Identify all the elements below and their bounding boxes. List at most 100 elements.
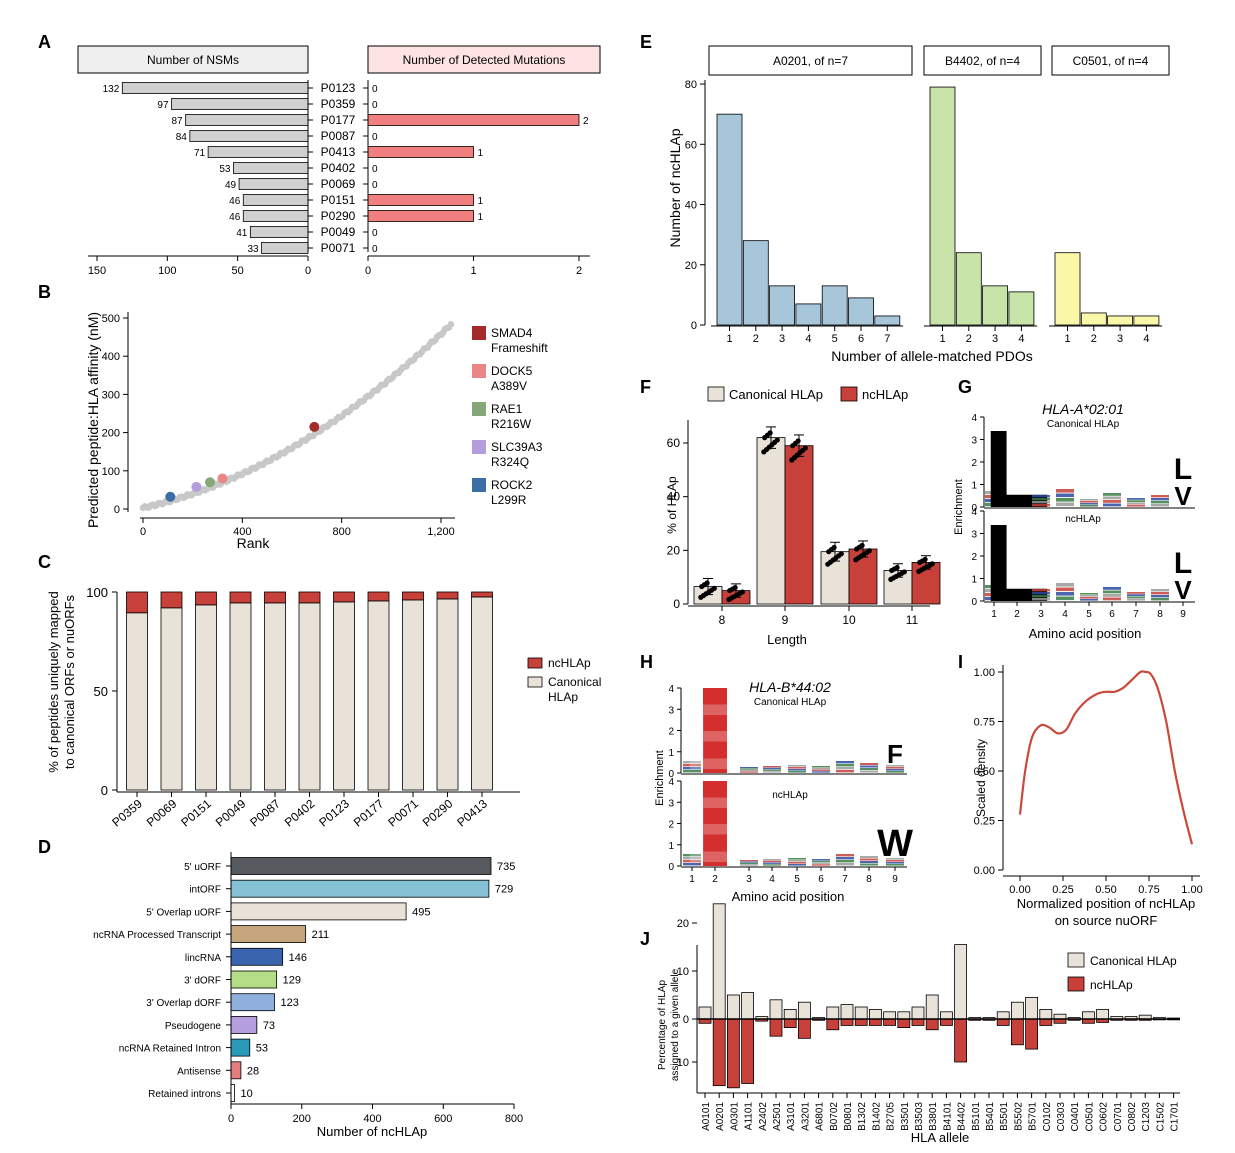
c-plot: P0359P0069P0151P0049P0087P0402P0123P0177… [86, 585, 520, 830]
a-mutation-bar [367, 210, 474, 222]
d-bar [230, 1016, 258, 1034]
h-top-logo-block [683, 767, 701, 770]
f-ytick-label: 0 [673, 597, 680, 611]
panel-c: P0359P0069P0151P0049P0087P0402P0123P0177… [46, 585, 601, 830]
a-mutation-value: 1 [478, 196, 484, 207]
j-canonical-bar [783, 1009, 797, 1020]
j-nc-bar [1025, 1018, 1038, 1050]
panel-letter-b: B [38, 282, 51, 302]
j-xtick-label: B3801 [928, 1102, 939, 1131]
h-bottom-ytick-label: 0 [668, 862, 674, 873]
f-ytick-label: 20 [667, 543, 681, 557]
g-top-logo-block [1080, 499, 1098, 501]
panel-letter-j: J [640, 929, 650, 949]
e-bar [874, 315, 901, 326]
e-xlabel: Number of allele-matched PDOs [831, 348, 1033, 364]
a-left-xtick-label: 0 [305, 265, 311, 277]
g-top-logo-block [1056, 489, 1074, 493]
b-point [447, 321, 455, 328]
d-value-label: 146 [289, 952, 307, 964]
c-xtick-label: P0413 [454, 796, 490, 829]
c-legend-nc: ncHLAp [548, 656, 591, 670]
a-pdo-label: P0049 [321, 225, 356, 239]
j-ytick-label: 20 [677, 918, 689, 930]
a-mutation-value: 0 [372, 180, 378, 191]
h-bottom-logo-block [763, 862, 781, 864]
f-dot [739, 589, 745, 595]
j-legend-nc: ncHLAp [1090, 978, 1133, 992]
i-plot: 0.00 0.00 0.25 0.25 0.50 0.50 0.75 0.75 1.00 1.00 [974, 665, 1203, 896]
b-legend-gene: RAE1 [491, 402, 523, 416]
j-xtick-label: C0401 [1070, 1102, 1081, 1132]
f-nc-bar [848, 548, 878, 605]
a-nsm-bar [242, 210, 309, 222]
c-nc-bar [298, 591, 321, 604]
g-top-logo-block [985, 499, 1003, 503]
panel-i: 0.00 0.00 0.25 0.25 0.50 0.50 0.75 0.75 1.00 1.00… [974, 665, 1203, 928]
h-bottom-ytick-label: 1 [668, 841, 674, 852]
h-top-logo-block [788, 767, 806, 769]
a-mutation-value: 0 [372, 84, 378, 95]
h-top-logo-block [740, 771, 758, 773]
g-bottom-xtick-label: 3 [1038, 609, 1044, 620]
c-nc-bar [195, 591, 217, 606]
g-top-ytick-label: 4 [971, 413, 977, 424]
b-highlight-point [191, 481, 202, 492]
e-ytick-label: 80 [685, 79, 697, 91]
g-subtitle-nc: ncHLAp [1065, 514, 1101, 525]
d-xtick-label: 400 [363, 1113, 381, 1125]
g-ylabel: Enrichment [953, 479, 965, 535]
panel-g: HLA-A*02:01 Canonical HLAp ncHLAp Enrich… [953, 401, 1195, 641]
j-xlabel: HLA allele [911, 1130, 970, 1145]
a-nsm-value: 53 [219, 164, 231, 175]
j-legend-swatch-nc [1067, 976, 1085, 992]
e-xtick-label: 1 [1064, 333, 1070, 345]
b-ytick-label: 0 [114, 504, 120, 516]
h-bottom-logo-block [860, 863, 878, 866]
g-bottom-logo-block [985, 585, 1003, 589]
i-xtick-label: 0.75 [1138, 884, 1159, 896]
a-pdo-label: P0402 [321, 161, 356, 175]
d-xlabel: Number of ncHLAp [317, 1124, 428, 1139]
d-xtick-label: 600 [434, 1113, 452, 1125]
a-mutation-bar [367, 194, 474, 206]
b-legend-swatch [472, 440, 486, 454]
e-bar [955, 252, 982, 326]
i-ytick-label: 0.75 [974, 717, 995, 729]
panel-f: 8 9 10 11 0 20 40 60 Length % of HLAp Canonical… [665, 386, 941, 647]
a-mutation-bar [367, 146, 474, 158]
a-left-xtick-label: 100 [158, 265, 176, 277]
e-bar [1008, 291, 1035, 326]
f-xtick-label: 8 [719, 613, 726, 627]
h-bottom-logo-block [812, 862, 830, 864]
j-canonical-bar [727, 994, 740, 1020]
b-legend-mutation: R216W [491, 417, 532, 431]
j-xtick-label: A0101 [701, 1102, 712, 1131]
g-top-logo-block [1127, 498, 1145, 500]
c-canonical-bar [402, 599, 424, 791]
a-left-title: Number of NSMs [147, 53, 239, 67]
g-bottom-logo-block [1127, 598, 1145, 601]
a-mutation-value: 0 [372, 244, 378, 255]
h-bottom-logo-block [860, 861, 878, 863]
e-xtick-label: 5 [832, 333, 838, 345]
d-value-label: 10 [241, 1088, 253, 1100]
f-dot [859, 542, 865, 549]
g-top-ytick-label: 2 [971, 458, 977, 469]
a-mutation-value: 1 [478, 212, 484, 223]
g-top-logo-block [1056, 502, 1074, 507]
a-nsm-bar [249, 226, 309, 238]
a-pdo-label: P0123 [321, 81, 356, 95]
g-top-ytick-label: 3 [971, 436, 977, 447]
f-dot [711, 585, 717, 591]
c-ylabel: % of peptides uniquely mapped [46, 591, 61, 772]
g-title: HLA-A*02:01 [1042, 401, 1124, 417]
a-nsm-value: 33 [247, 244, 259, 255]
c-xtick-label: P0087 [247, 796, 283, 829]
j-nc-bar [883, 1018, 896, 1026]
d-category-label: 5' uORF [184, 862, 221, 873]
c-ytick-label: 100 [86, 585, 108, 600]
j-nc-bar [925, 1018, 939, 1031]
h-top-logo-block [740, 770, 758, 772]
j-xtick-label: C0501 [1084, 1102, 1095, 1132]
